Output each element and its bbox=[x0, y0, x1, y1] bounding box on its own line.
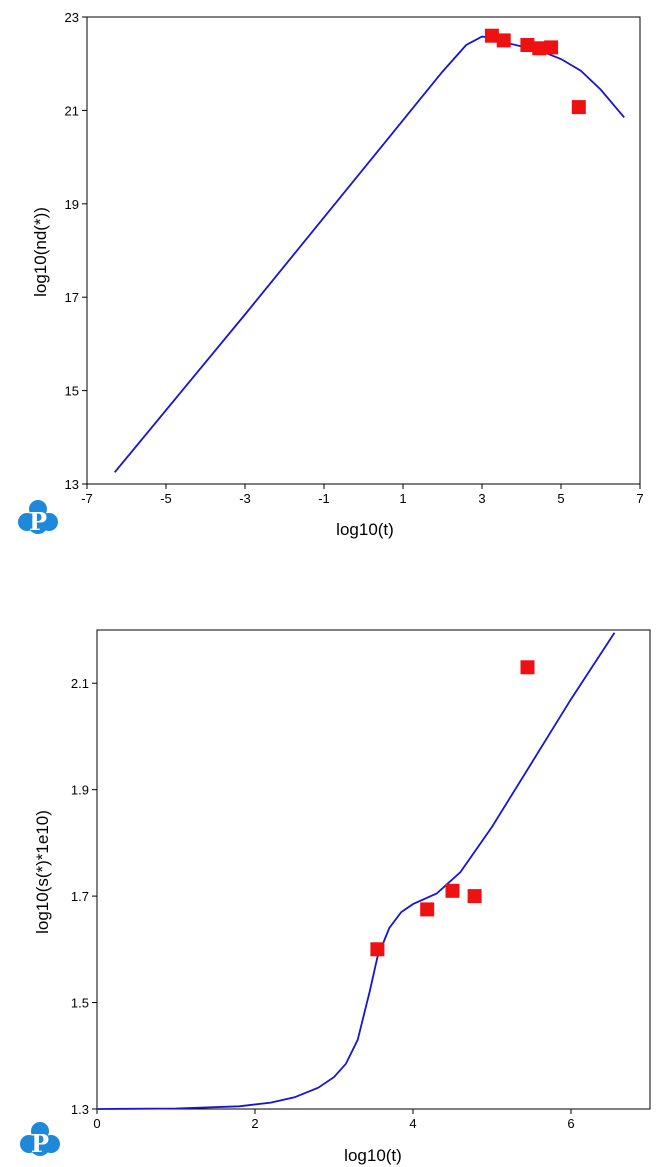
x-tick-label: 0 bbox=[93, 1116, 100, 1131]
data-point-marker bbox=[544, 40, 559, 55]
cloud-p-logo-icon: P bbox=[20, 1122, 60, 1158]
x-axis-label: log10(t) bbox=[336, 520, 394, 539]
y-tick-label: 17 bbox=[65, 290, 79, 305]
cloud-p-logo-icon: P bbox=[18, 500, 58, 536]
x-tick-label: 5 bbox=[557, 491, 564, 506]
data-point-marker bbox=[571, 100, 586, 115]
y-tick-label: 1.7 bbox=[71, 889, 89, 904]
x-tick-label: 1 bbox=[399, 491, 406, 506]
x-tick-label: 2 bbox=[251, 1116, 258, 1131]
y-axis-label: log10(nd(*)) bbox=[31, 207, 50, 297]
x-tick-label: -1 bbox=[318, 491, 330, 506]
x-tick-label: -3 bbox=[239, 491, 251, 506]
data-point-marker bbox=[467, 889, 482, 904]
plot-frame bbox=[86, 16, 641, 485]
data-point-marker bbox=[532, 41, 547, 56]
x-tick-label: -5 bbox=[160, 491, 172, 506]
y-tick-label: 2.1 bbox=[71, 676, 89, 691]
y-tick-label: 21 bbox=[65, 103, 79, 118]
data-point-marker bbox=[484, 28, 499, 43]
x-tick-label: 7 bbox=[636, 491, 643, 506]
x-tick-label: 6 bbox=[567, 1116, 574, 1131]
chart-top: log10(t) log10(nd(*)) -7 -5 -3 -1 1 3 5 7131517… bbox=[31, 10, 644, 539]
y-tick-label: 23 bbox=[65, 10, 79, 25]
logo-top: P bbox=[18, 500, 58, 536]
logo-bottom: P bbox=[20, 1122, 60, 1158]
y-axis-label: log10(s(*)*1e10) bbox=[33, 810, 52, 934]
data-point-marker bbox=[520, 660, 535, 675]
logo-letter: P bbox=[29, 507, 47, 536]
model-curve bbox=[114, 35, 625, 473]
y-tick-label: 13 bbox=[65, 477, 79, 492]
data-point-marker bbox=[370, 942, 385, 957]
y-tick-label: 15 bbox=[65, 384, 79, 399]
x-tick-label: 3 bbox=[478, 491, 485, 506]
y-tick-label: 19 bbox=[65, 197, 79, 212]
chart-bottom: log10(t) log10(s(*)*1e10) 0 2 4 6 1.3 1.5 1.7 1… bbox=[33, 629, 651, 1165]
model-curve bbox=[96, 632, 616, 1110]
data-point-marker bbox=[520, 38, 535, 52]
y-tick-label: 1.5 bbox=[71, 996, 89, 1011]
x-tick-label: -7 bbox=[81, 491, 93, 506]
x-axis-label: log10(t) bbox=[344, 1146, 402, 1165]
data-point-marker bbox=[445, 883, 460, 898]
y-tick-label: 1.9 bbox=[71, 783, 89, 798]
data-point-marker bbox=[496, 33, 511, 48]
y-tick-label: 1.3 bbox=[71, 1102, 89, 1117]
plot-frame bbox=[96, 629, 651, 1110]
logo-letter: P bbox=[31, 1129, 49, 1158]
x-tick-label: 4 bbox=[409, 1116, 416, 1131]
data-point-marker bbox=[420, 902, 435, 917]
